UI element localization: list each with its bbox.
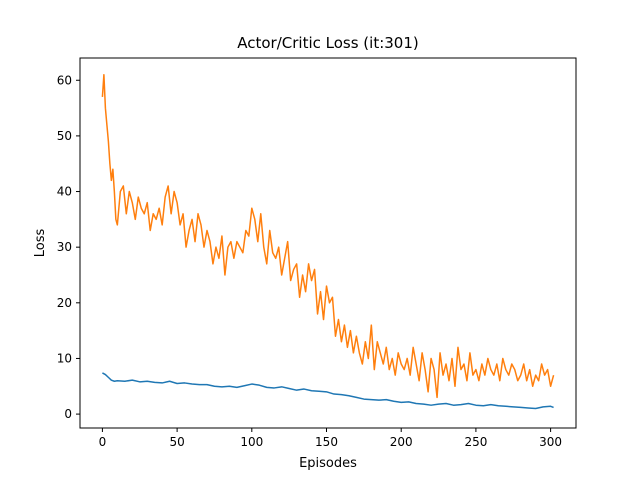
chart-title: Actor/Critic Loss (it:301) (237, 34, 419, 52)
plot-frame (79, 57, 577, 429)
y-tick-label: 40 (57, 185, 72, 199)
x-tick-label: 300 (539, 435, 562, 449)
x-tick-label: 0 (99, 435, 107, 449)
series-line-1 (102, 372, 554, 410)
x-tick-label: 50 (169, 435, 184, 449)
y-axis: 0 10 20 30 40 50 60 (57, 73, 80, 421)
y-axis-label: Loss (33, 229, 48, 258)
x-tick-label: 100 (240, 435, 263, 449)
x-tick-label: 200 (390, 435, 413, 449)
y-tick-label: 20 (57, 296, 72, 310)
series-line-2 (101, 73, 555, 399)
x-axis-label: Episodes (299, 456, 357, 471)
y-tick-label: 60 (57, 73, 72, 87)
y-tick-label: 10 (57, 351, 72, 365)
y-tick-label: 30 (57, 240, 72, 254)
y-tick-label: 50 (57, 129, 72, 143)
x-tick-label: 250 (464, 435, 487, 449)
x-axis: 0 50 100 150 200 250 300 (99, 428, 562, 449)
series-layer (101, 73, 555, 410)
y-tick-label: 0 (64, 407, 72, 421)
x-tick-label: 150 (315, 435, 338, 449)
